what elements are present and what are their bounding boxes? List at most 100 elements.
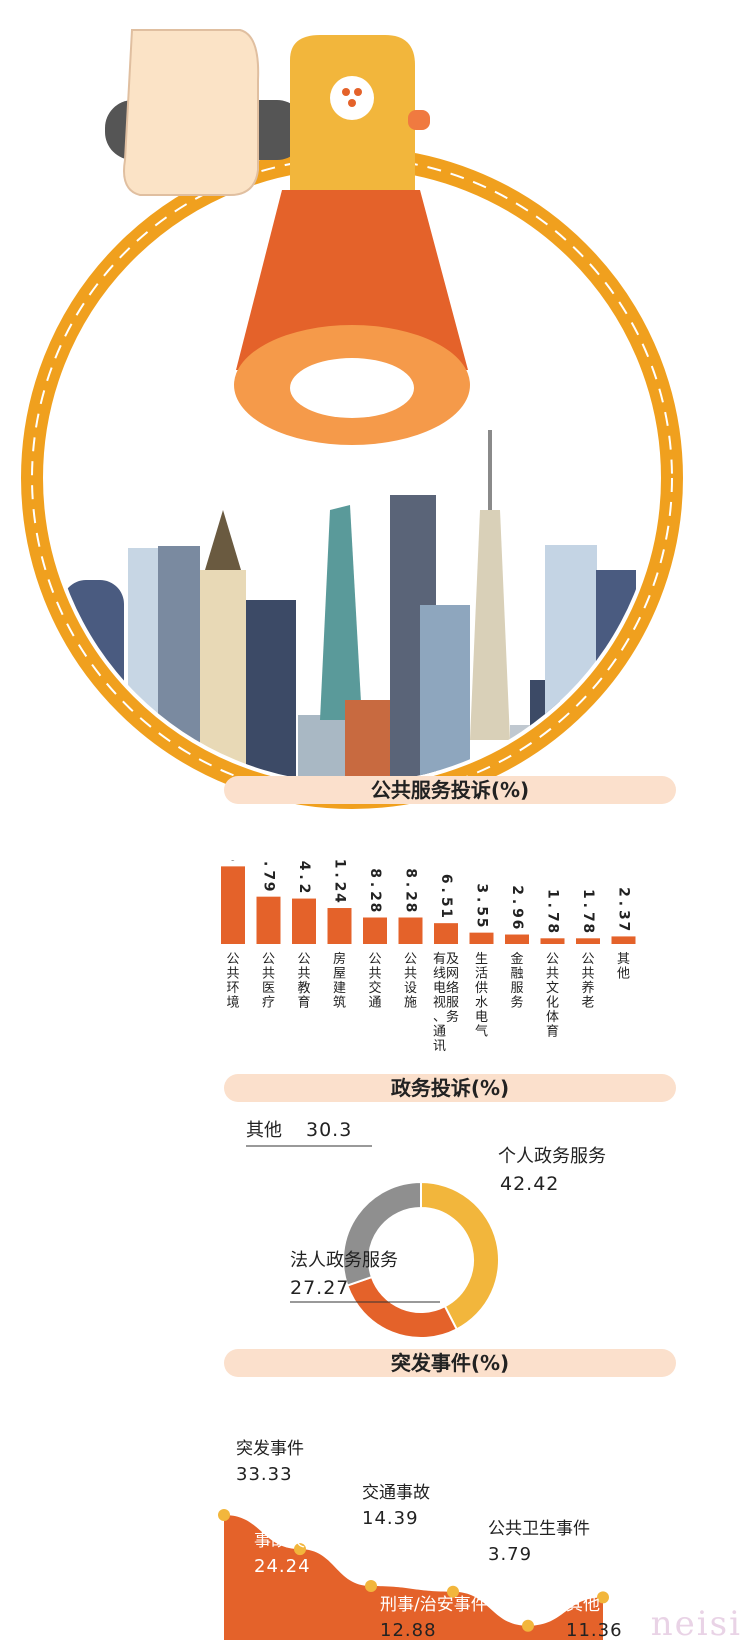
svg-text:化: 化 (546, 996, 559, 1011)
svg-text:建: 建 (333, 981, 346, 996)
ring-dash (31, 157, 673, 799)
svg-text:.: . (474, 897, 490, 902)
svg-text:医: 医 (262, 981, 275, 996)
svg-text:.: . (580, 903, 596, 908)
svg-text:共: 共 (368, 967, 381, 982)
donut-slice-value-1: 42.42 (500, 1173, 559, 1195)
area-category-label-6: 其他 (566, 1595, 600, 1615)
svg-text:8: 8 (403, 868, 419, 878)
area-value-label-4: 12.88 (380, 1620, 437, 1641)
watermark-text: neisi (650, 1604, 742, 1644)
svg-text:4: 4 (296, 861, 312, 871)
bar-11 (576, 938, 600, 944)
svg-text:设: 设 (404, 981, 417, 996)
svg-text:服: 服 (510, 981, 523, 996)
area-point-1 (218, 1509, 230, 1522)
svg-text:.: . (403, 882, 419, 887)
svg-text:筑: 筑 (333, 995, 346, 1011)
city-skyline (47, 430, 657, 783)
svg-text:共: 共 (226, 967, 239, 982)
svg-text:施: 施 (404, 996, 417, 1011)
svg-text:通: 通 (368, 996, 381, 1011)
svg-text:公: 公 (546, 952, 559, 967)
bar-2 (256, 896, 281, 944)
area-value-label-6: 11.36 (566, 1620, 623, 1641)
svg-text:9: 9 (261, 882, 277, 892)
svg-text:公: 公 (297, 952, 310, 967)
svg-text:.: . (509, 899, 525, 904)
bar-1 (221, 866, 245, 944)
svg-text:.: . (332, 872, 348, 877)
svg-text:务: 务 (446, 1009, 459, 1025)
donut-slice-value-2: 27.27 (290, 1277, 349, 1299)
svg-text:环: 环 (226, 981, 239, 996)
svg-text:7: 7 (545, 912, 561, 922)
svg-text:境: 境 (226, 996, 239, 1011)
svg-text:7: 7 (616, 922, 632, 932)
svg-text:活: 活 (475, 967, 488, 982)
donut-slice-name-2: 法人政务服务 (290, 1250, 398, 1271)
svg-text:2: 2 (509, 885, 525, 895)
government-title: 政务投诉(%) (390, 1076, 510, 1100)
svg-text:6: 6 (225, 860, 241, 861)
emergency-banner: 突发事件(%) (224, 1349, 676, 1377)
area-point-4 (447, 1585, 459, 1598)
svg-text:8: 8 (545, 923, 561, 933)
svg-text:生: 生 (475, 952, 488, 967)
svg-text:视: 视 (433, 996, 446, 1011)
area-category-label-3: 交通事故 (362, 1483, 430, 1503)
svg-text:交: 交 (368, 980, 381, 996)
public-service-title: 公共服务投诉(%) (370, 778, 530, 802)
donut-slice-2 (346, 1275, 459, 1339)
bar-8 (469, 932, 494, 944)
svg-text:公: 公 (368, 952, 381, 967)
bar-value-label-7: 6.51 (438, 874, 454, 918)
svg-text:6: 6 (509, 920, 525, 930)
donut-slice-name-1: 个人政务服务 (498, 1146, 606, 1167)
bar-9 (505, 934, 529, 944)
svg-text:8: 8 (580, 923, 596, 933)
government-donut-chart: 个人政务服务 42.42 法人政务服务 27.27 其他 30.3 (246, 1119, 606, 1339)
svg-text:络: 络 (446, 980, 459, 996)
svg-text:融: 融 (510, 967, 523, 982)
bar-12 (611, 936, 636, 944)
svg-text:老: 老 (581, 996, 594, 1011)
svg-text:1: 1 (580, 889, 596, 899)
emergency-area-chart: 突发事件 33.33 事故灾害 24.24 交通事故 14.39 刑事/治安事件 12.88 公… (218, 1439, 623, 1641)
bar-value-label-11: 1.78 (580, 889, 596, 933)
bar-value-label-4: 11.24 (332, 860, 348, 903)
svg-text:养: 养 (581, 980, 594, 996)
svg-text:2: 2 (367, 891, 383, 901)
svg-text:务: 务 (510, 995, 523, 1011)
svg-text:.: . (545, 903, 561, 908)
donut-slice-1 (420, 1180, 500, 1331)
bar-value-label-3: 14.2 (296, 861, 312, 894)
bar-7 (434, 923, 458, 944)
donut-slice-3 (342, 1180, 422, 1287)
svg-text:共: 共 (581, 967, 594, 982)
svg-text:1: 1 (438, 908, 454, 918)
area-value-label-3: 14.39 (362, 1508, 419, 1529)
public-service-banner: 公共服务投诉(%) (224, 776, 676, 804)
svg-text:9: 9 (509, 908, 525, 918)
government-banner: 政务投诉(%) (224, 1074, 676, 1102)
svg-text:及: 及 (446, 952, 459, 967)
svg-text:房: 房 (333, 951, 346, 967)
svg-text:讯: 讯 (433, 1039, 446, 1054)
svg-text:公: 公 (404, 952, 417, 967)
svg-text:教: 教 (297, 980, 310, 996)
svg-text:8: 8 (403, 903, 419, 913)
svg-text:8: 8 (367, 868, 383, 878)
svg-text:、: 、 (433, 1010, 446, 1025)
area-category-label-5: 公共卫生事件 (488, 1519, 590, 1539)
bar-5 (363, 917, 387, 944)
bar-value-label-12: 2.37 (616, 887, 632, 931)
svg-text:.: . (438, 888, 454, 893)
